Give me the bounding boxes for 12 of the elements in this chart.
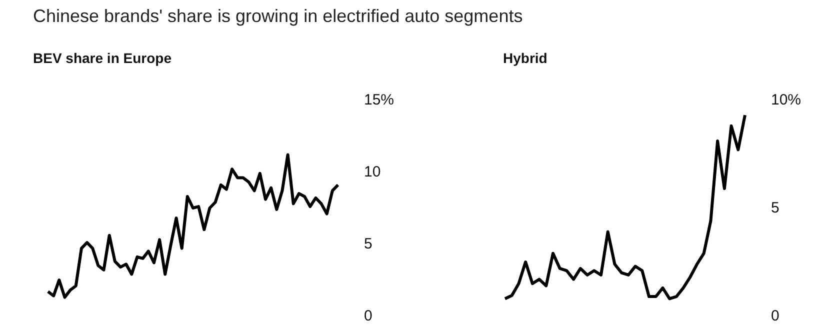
y-tick-label: 10: [364, 164, 381, 180]
y-tick-label: 0: [364, 308, 372, 324]
y-tick-label: 5: [771, 200, 780, 216]
chart-title: Chinese brands' share is growing in electrified auto segments: [33, 6, 523, 26]
chart-title: Hybrid: [503, 50, 548, 66]
y-tick-label: 10%: [771, 92, 802, 108]
line-series: [46, 153, 340, 299]
chart-subtitle: BEV share in Europe: [33, 50, 172, 66]
y-tick-label: 15%: [364, 92, 394, 108]
y-tick-label: 5: [364, 236, 372, 252]
line-series: [504, 114, 746, 300]
y-tick-label: 0: [771, 308, 780, 324]
